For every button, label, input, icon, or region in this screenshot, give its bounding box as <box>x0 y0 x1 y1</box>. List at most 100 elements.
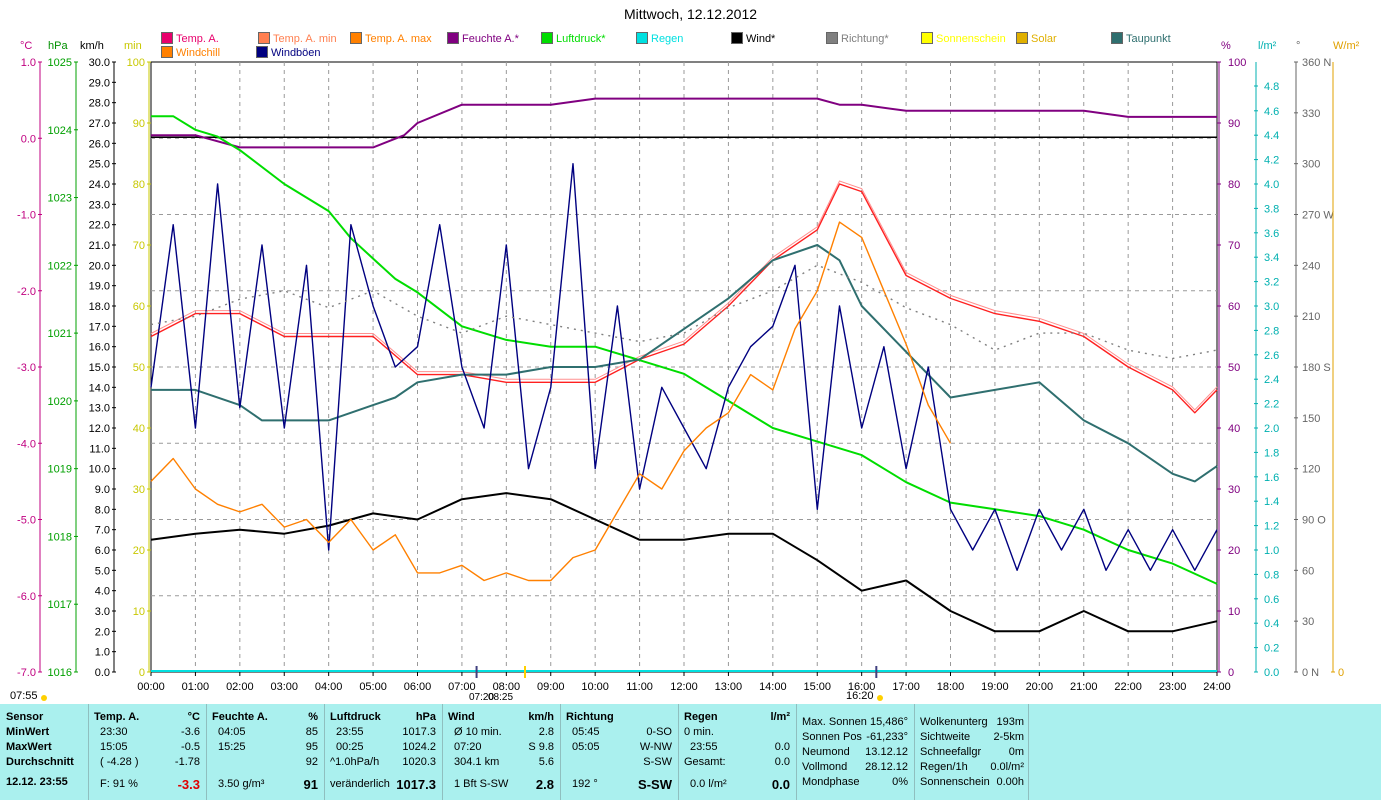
axis-tick-label-wind: 14.0 <box>89 382 110 394</box>
axis-tick-label-wind: 4.0 <box>95 586 110 598</box>
axis-tick-label-temp: -7.0 <box>17 667 36 679</box>
temp-max-value: -0.5 <box>181 741 200 753</box>
wind-max-value: S 9.8 <box>528 741 554 753</box>
hum-max-time: 15:25 <box>218 741 246 753</box>
axis-tick-label-rain: 1.6 <box>1264 472 1279 484</box>
stats-pressure-col: Luftdruck hPa 23:55 1017.3 00:25 1024.2 … <box>330 704 436 800</box>
legend-label: Sonnenschein <box>936 33 1006 45</box>
stats-humidity-col: Feuchte A. % 04:05 85 15:25 95 92 3.50 g… <box>212 704 318 800</box>
axis-tick-label-sun: 40 <box>133 423 145 435</box>
axis-tick-label-wind: 1.0 <box>95 647 110 659</box>
legend-item: Regen <box>636 32 683 45</box>
axis-tick-label-temp: 0.0 <box>21 133 36 145</box>
axis-tick-label-sun: 90 <box>133 118 145 130</box>
stats-sensor-col: Sensor MinWert MaxWert Durchschnitt 12.1… <box>6 704 86 800</box>
sun-unit-label: min <box>124 40 142 52</box>
press-min-time: 23:55 <box>336 726 364 738</box>
legend-swatch <box>541 32 553 44</box>
axis-tick-label-wind: 22.0 <box>89 220 110 232</box>
legend-item: Taupunkt <box>1111 32 1171 45</box>
rain-total-label: Gesamt: <box>684 756 726 768</box>
axis-tick-label-humidity: 10 <box>1228 606 1240 618</box>
axis-tick-label-pressure: 1022 <box>48 260 72 272</box>
x-tick-label: 15:00 <box>803 681 831 693</box>
axis-tick-label-wind: 27.0 <box>89 118 110 130</box>
series-line <box>150 221 952 582</box>
temp-current: -3.3 <box>177 777 200 792</box>
wind-max-time: 07:20 <box>454 741 482 753</box>
axis-tick-label-temp: -5.0 <box>17 515 36 527</box>
series-line <box>150 162 1218 571</box>
astro-value: 13.12.12 <box>865 746 908 758</box>
axis-tick-label-sun: 60 <box>133 301 145 313</box>
axis-tick-label-humidity: 70 <box>1228 240 1240 252</box>
dir-min-time: 05:45 <box>572 726 600 738</box>
wind-run: 304.1 km <box>454 756 500 768</box>
axis-tick-label-pressure: 1018 <box>48 531 72 543</box>
axis-tick-label-rain: 3.8 <box>1264 203 1279 215</box>
sunrise-label: 07:55 <box>10 690 38 702</box>
axis-tick-label-wind: 15.0 <box>89 362 110 374</box>
axis-tick-label-rain: 1.0 <box>1264 545 1279 557</box>
x-tick-label: 04:00 <box>315 681 343 693</box>
axis-tick-label-rain: 1.8 <box>1264 447 1279 459</box>
axis-tick-label-humidity: 30 <box>1228 484 1240 496</box>
astro-value: 0% <box>892 776 908 788</box>
axis-tick-label-rain: 4.4 <box>1264 130 1279 142</box>
axis-tick-label-temp: -3.0 <box>17 362 36 374</box>
axis-tick-label-wind: 12.0 <box>89 423 110 435</box>
legend-label: Feuchte A.* <box>462 33 519 45</box>
axis-tick-label-dir: 120 <box>1302 464 1320 476</box>
axis-tick-label-temp: -4.0 <box>17 438 36 450</box>
hum-max-value: 95 <box>305 741 318 753</box>
axis-tick-label-pressure: 1017 <box>48 599 72 611</box>
temp-head: Temp. A. <box>94 711 140 723</box>
legend-item: Temp. A. <box>161 32 219 45</box>
x-tick-label: 01:00 <box>182 681 210 693</box>
axis-tick-label-wind: 30.0 <box>89 57 110 69</box>
axis-tick-label-sun: 50 <box>133 362 145 374</box>
series-line <box>150 264 1218 360</box>
axis-tick-label-rain: 1.4 <box>1264 496 1279 508</box>
legend-item: Temp. A. max <box>350 32 432 45</box>
axis-tick-label-wind: 25.0 <box>89 159 110 171</box>
astro-label: Neumond <box>802 746 850 758</box>
astro-label: Sonnen Pos <box>802 731 862 743</box>
axis-tick-label-rain: 3.2 <box>1264 277 1279 289</box>
axis-tick-label-rain: 4.8 <box>1264 81 1279 93</box>
rain-duration: 0 min. <box>684 726 714 738</box>
hum-head: Feuchte A. <box>212 711 268 723</box>
x-tick-label: 12:00 <box>670 681 698 693</box>
series-line <box>151 115 1218 585</box>
pressure-unit-label: hPa <box>48 40 68 52</box>
dir-head: Richtung <box>566 711 614 723</box>
dir-degrees: 192 ° <box>572 778 598 790</box>
axis-tick-label-wind: 2.0 <box>95 626 110 638</box>
x-tick-label: 16:00 <box>848 681 876 693</box>
legend-label: Luftdruck* <box>556 33 606 45</box>
axis-tick-label-sun: 0 <box>139 667 145 679</box>
x-tick-label: 09:00 <box>537 681 565 693</box>
axis-tick-label-sun: 20 <box>133 545 145 557</box>
rain-current: 0.0 <box>771 777 790 792</box>
legend-swatch <box>447 32 459 44</box>
axis-tick-label-wind: 17.0 <box>89 321 110 333</box>
legend-label: Windchill <box>176 47 221 59</box>
wind-head: Wind <box>448 711 475 723</box>
axis-tick-label-temp: -2.0 <box>17 286 36 298</box>
rain-total-value: 0.0 <box>774 756 790 768</box>
wind-day-avg: 5.6 <box>538 756 554 768</box>
axis-tick-label-pressure: 1025 <box>48 57 72 69</box>
avg-row-label: Durchschnitt <box>6 756 74 768</box>
x-tick-label: 19:00 <box>981 681 1009 693</box>
axis-tick-label-sun: 70 <box>133 240 145 252</box>
wind-current: 2.8 <box>535 777 554 792</box>
stats-wind-col: Wind km/h Ø 10 min. 2.8 07:20 S 9.8 304.… <box>448 704 554 800</box>
stats-rain-col: Regen l/m² 0 min. 23:55 0.0 Gesamt: 0.0 … <box>684 704 790 800</box>
legend-label: Regen <box>651 33 684 45</box>
legend-swatch <box>731 32 743 44</box>
press-min-value: 1017.3 <box>402 726 436 738</box>
axis-tick-label-dir: 360 N <box>1302 57 1331 69</box>
axis-tick-label-rain: 3.0 <box>1264 301 1279 313</box>
stats-direction-col: Richtung 05:45 0-SO 05:05 W-NW S-SW 192 … <box>566 704 672 800</box>
